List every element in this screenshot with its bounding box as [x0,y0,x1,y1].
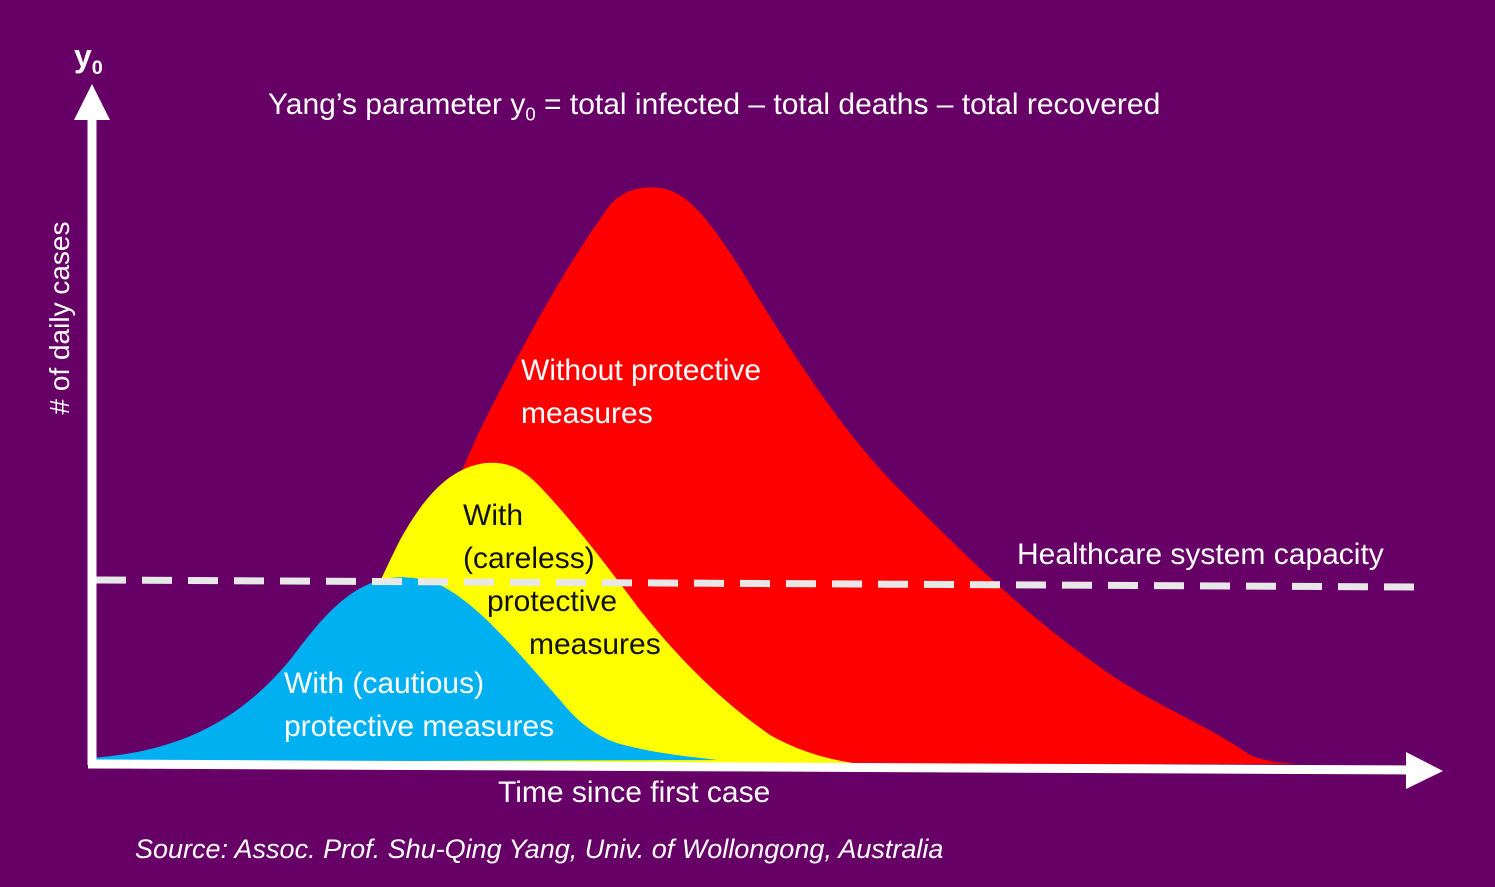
yellow-label-line-4: measures [529,628,661,661]
capacity-label: Healthcare system capacity [1017,538,1384,571]
y-axis-label: # of daily cases [44,221,75,415]
blue-curve-label: With (cautious) protective measures [284,662,554,748]
title-suffix: = total infected – total deaths – total … [535,88,1161,121]
y-axis-arrowhead [74,84,110,120]
x-axis-label: Time since first case [498,776,771,809]
chart-title: Yang’s parameter y0 = total infected – t… [268,88,1160,126]
y-axis-variable: y0 [74,38,103,80]
source-credit: Source: Assoc. Prof. Shu-Qing Yang, Univ… [135,834,944,864]
x-axis-arrowhead [1406,752,1443,789]
yellow-curve-label-bottom: protective measures [487,580,661,666]
red-curve [90,187,1305,764]
title-prefix: Yang’s parameter y [268,88,526,121]
capacity-line [95,576,1419,591]
red-label-line-1: Without protective [521,354,762,387]
y-variable-subscript: 0 [91,56,103,79]
yellow-label-line-3: protective [487,585,618,618]
blue-curve [90,577,718,762]
blue-label-line-1: With (cautious) [284,667,485,700]
x-axis-line [87,759,1413,775]
red-curve-label: Without protective measures [521,349,761,435]
yellow-curve-label-top: With (careless) [463,494,595,580]
yellow-label-line-2: (careless) [463,542,595,575]
red-label-line-2: measures [521,397,653,430]
y-variable-symbol: y [74,38,92,74]
title-subscript: 0 [525,103,536,125]
yellow-label-line-1: With [463,499,523,532]
blue-label-line-2: protective measures [284,710,555,743]
